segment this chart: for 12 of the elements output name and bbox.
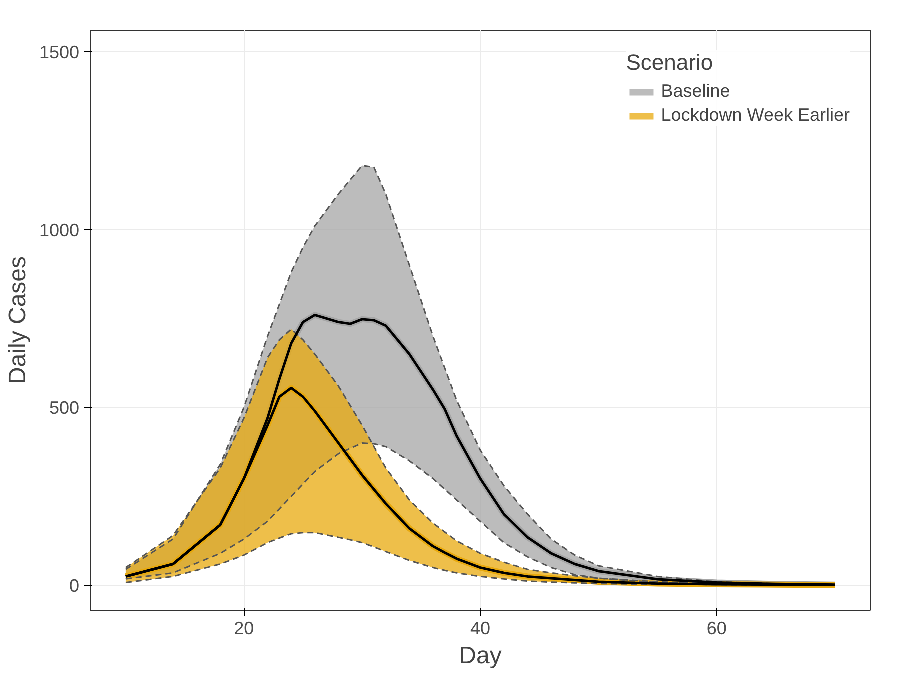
y-tick-label: 0 (69, 576, 80, 596)
x-tick-label: 40 (470, 618, 491, 638)
x-tick-label: 60 (706, 618, 727, 638)
y-tick-label: 1000 (39, 220, 80, 240)
x-axis-title: Day (459, 642, 502, 670)
legend-label: Baseline (661, 81, 730, 102)
x-tick-label: 20 (234, 618, 254, 638)
y-tick-label: 500 (49, 398, 80, 418)
y-tick-label: 1500 (39, 42, 80, 62)
legend-title: Scenario (626, 50, 714, 76)
legend-label: Lockdown Week Earlier (661, 105, 850, 126)
y-axis-title: Daily Cases (4, 256, 32, 385)
